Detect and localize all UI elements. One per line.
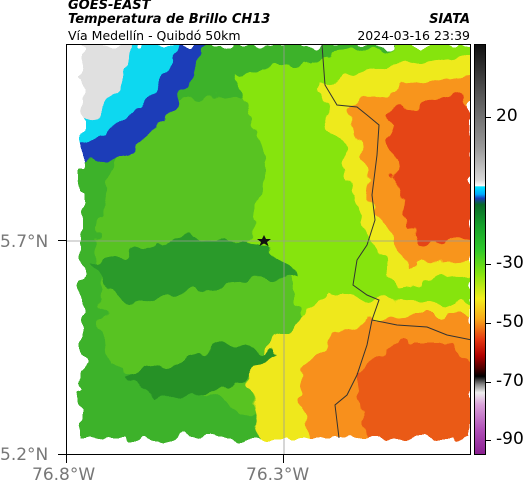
colorbar-label: 20 [496,106,518,127]
organization-label: SIATA [429,12,470,27]
colorbar-label: -90 [496,429,524,450]
lat-label: 5.2°N [0,445,49,465]
lat-tick [58,454,66,455]
lon-tick [283,455,284,463]
colorbar-tick [486,440,491,442]
lat-label: 5.7°N [0,232,49,252]
red-patch-se [357,345,470,438]
map-canvas [67,45,470,454]
star-icon [257,235,271,246]
satellite-source: GOES-EAST [68,0,151,13]
cold-cloud-top [82,45,137,120]
colorbar-tick [486,322,491,324]
colorbar-label: -30 [496,253,524,274]
region-subtitle: Vía Medellín - Quibdó 50km [68,28,241,43]
dark-green-streak-2 [127,345,277,400]
colorbar-label: -70 [496,370,524,391]
colorbar-tick [486,117,491,119]
municipal-boundary [371,319,470,341]
product-title: Temperatura de Brillo CH13 [68,12,271,27]
lon-label: 76.3°W [246,465,310,485]
colorbar [474,44,486,455]
colorbar-tick [486,264,491,266]
brightness-temperature-map [66,44,471,455]
timestamp: 2024-03-16 23:39 [357,28,470,43]
red-core-ne [387,95,470,245]
colorbar-label: -50 [496,311,524,332]
lon-label: 76.8°W [32,465,96,485]
department-boundary [321,45,380,439]
colorbar-tick [486,381,491,383]
lat-tick [58,240,66,241]
dark-green-streak-1 [87,235,297,305]
lon-tick [66,455,67,463]
